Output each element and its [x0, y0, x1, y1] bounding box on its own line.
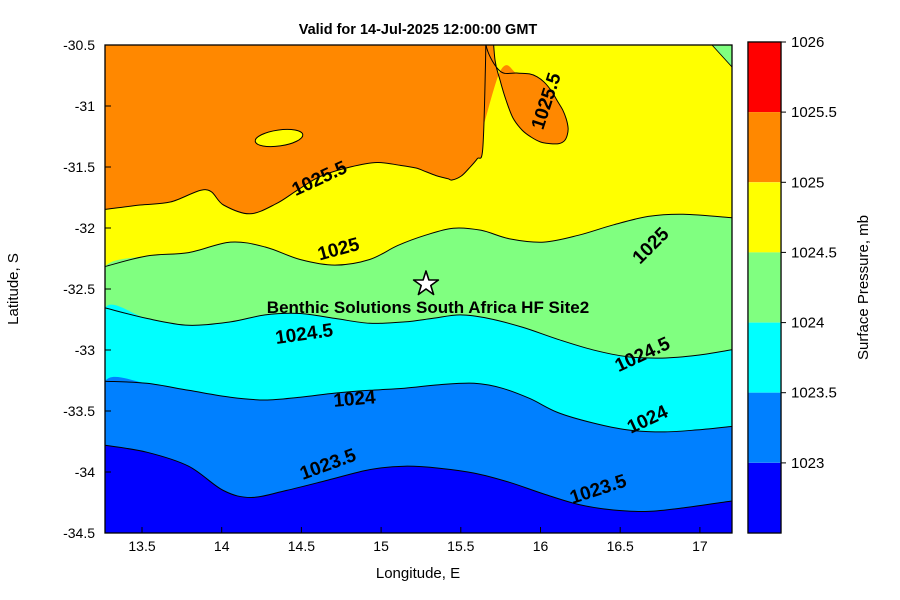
svg-text:Latitude, S: Latitude, S [5, 253, 22, 325]
svg-text:-31.5: -31.5 [63, 159, 95, 175]
svg-text:-34.5: -34.5 [63, 525, 95, 541]
svg-text:Longitude, E: Longitude, E [376, 565, 460, 582]
svg-text:15.5: 15.5 [447, 538, 474, 554]
svg-text:1025: 1025 [791, 174, 824, 191]
svg-text:14.5: 14.5 [288, 538, 315, 554]
svg-text:-33.5: -33.5 [63, 403, 95, 419]
svg-text:Valid for 14-Jul-2025 12:00:00: Valid for 14-Jul-2025 12:00:00 GMT [299, 22, 538, 38]
svg-text:1024.5: 1024.5 [791, 244, 837, 261]
svg-text:-34: -34 [75, 464, 95, 480]
svg-text:16: 16 [533, 538, 549, 554]
svg-text:1023.5: 1023.5 [791, 385, 837, 402]
svg-text:Benthic Solutions South Africa: Benthic Solutions South Africa HF Site2 [267, 298, 589, 317]
svg-text:-32.5: -32.5 [63, 281, 95, 297]
svg-text:14: 14 [214, 538, 230, 554]
svg-text:-33: -33 [75, 342, 95, 358]
svg-text:1024: 1024 [333, 387, 377, 412]
svg-text:17: 17 [692, 538, 708, 554]
svg-text:-32: -32 [75, 220, 95, 236]
svg-text:1024: 1024 [791, 315, 824, 332]
svg-text:-31: -31 [75, 98, 95, 114]
svg-text:15: 15 [373, 538, 389, 554]
svg-text:-30.5: -30.5 [63, 37, 95, 53]
svg-text:16.5: 16.5 [607, 538, 634, 554]
svg-text:1023: 1023 [791, 455, 824, 472]
svg-text:Surface Pressure, mb: Surface Pressure, mb [855, 215, 872, 360]
svg-text:13.5: 13.5 [128, 538, 155, 554]
svg-text:1025.5: 1025.5 [791, 104, 837, 121]
svg-text:1026: 1026 [791, 34, 824, 51]
